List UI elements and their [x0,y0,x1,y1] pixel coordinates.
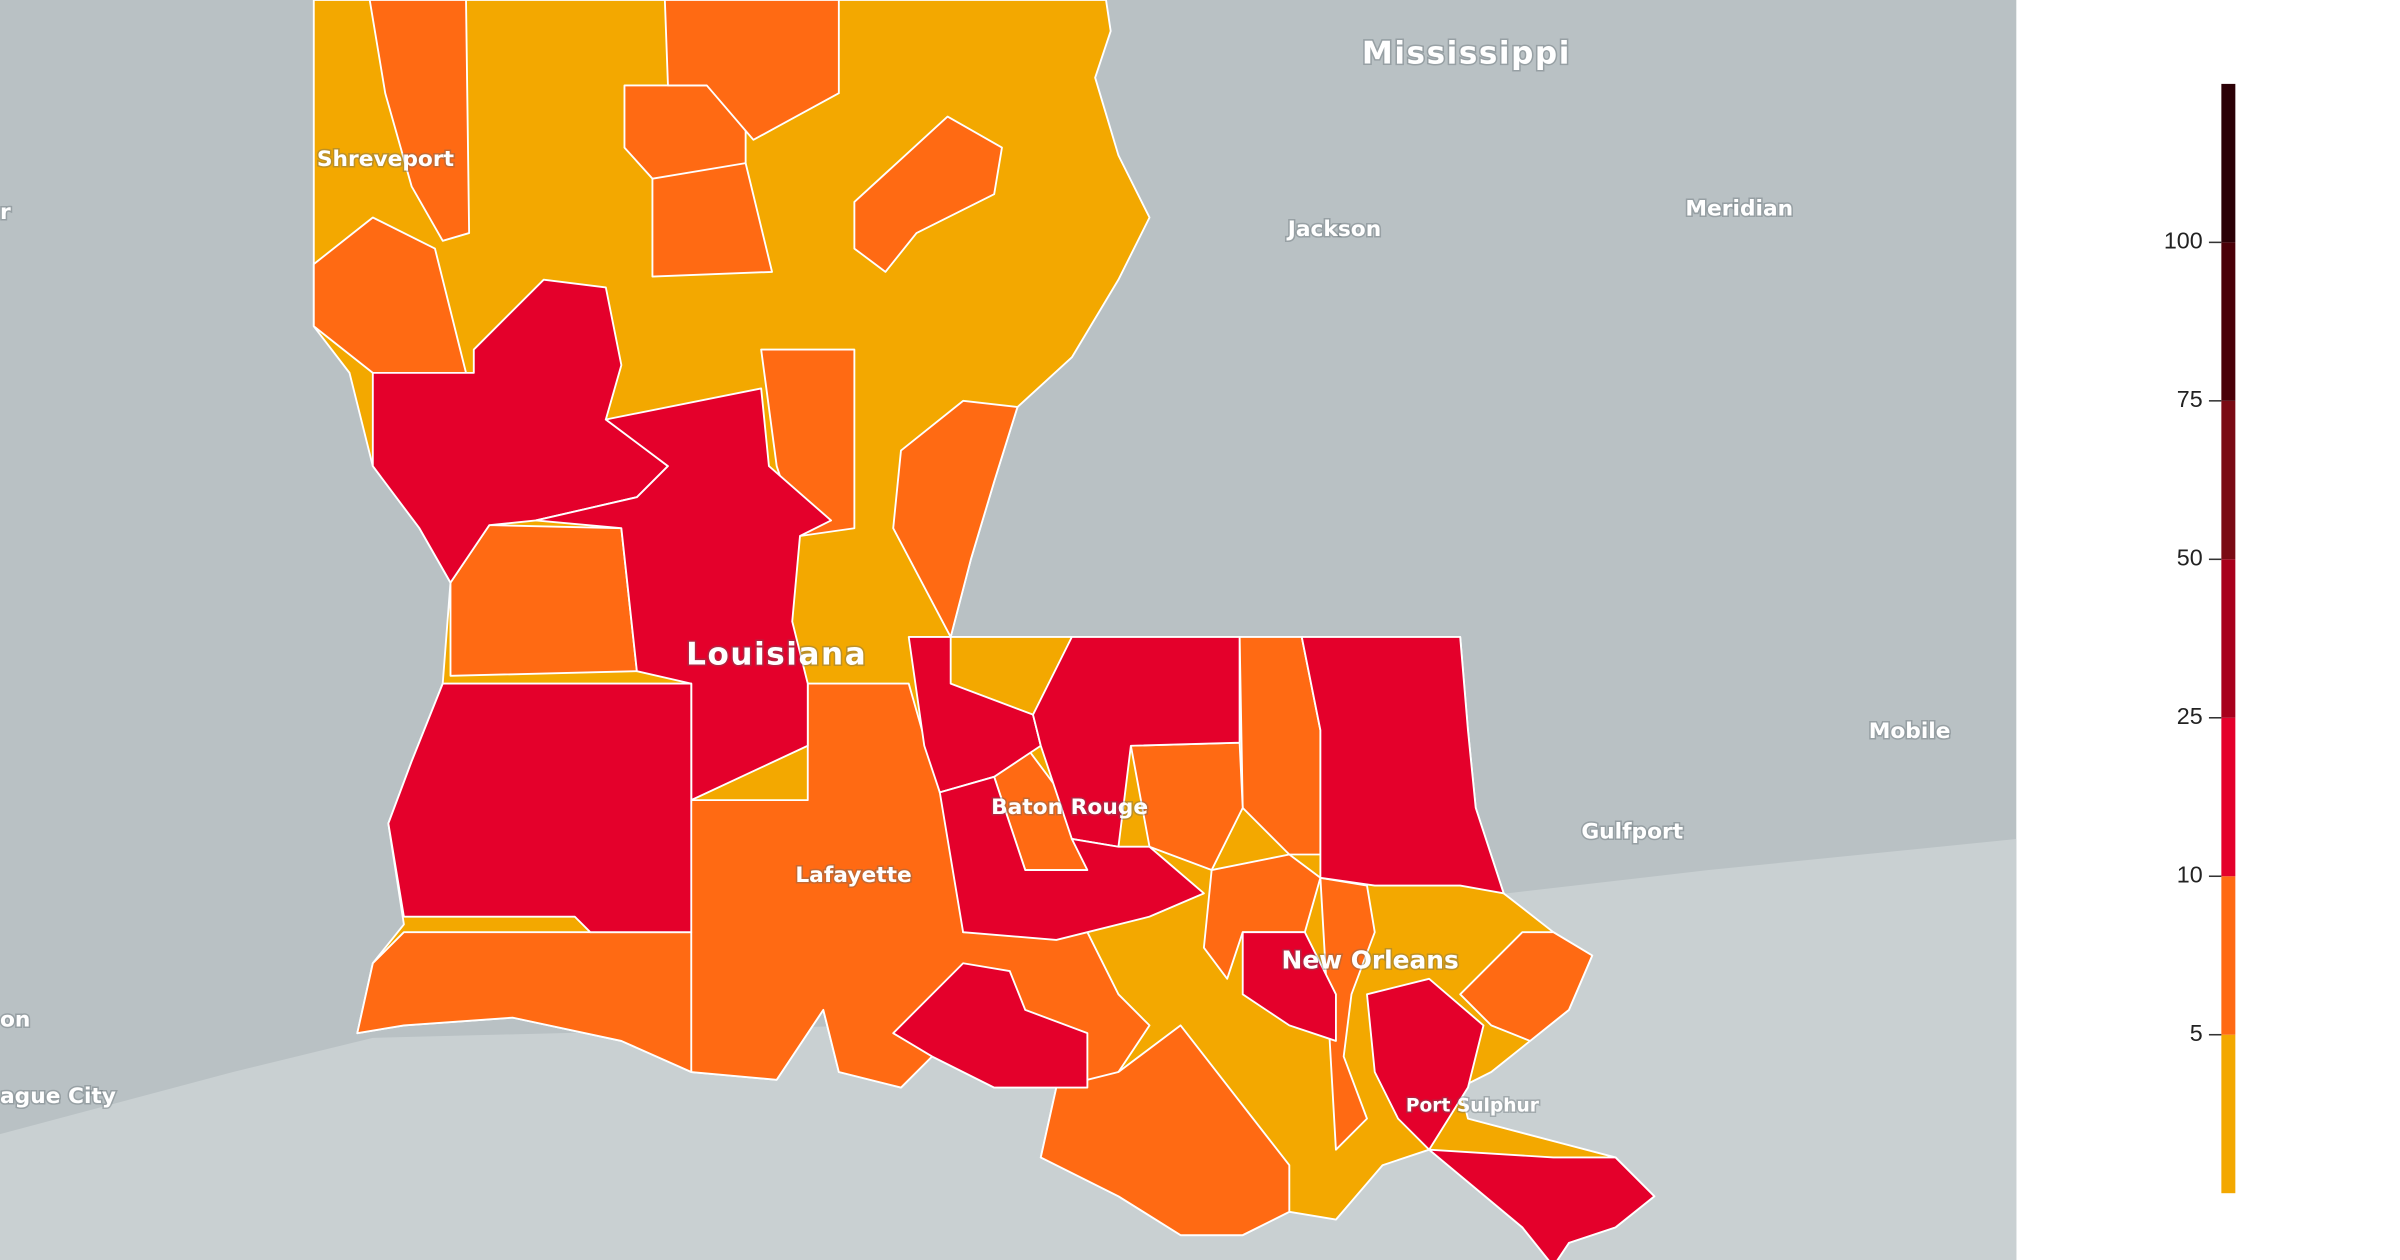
legend-swatch [2221,717,2236,877]
state-label: Mississippi [1362,35,1571,71]
parish [663,0,840,141]
parish [853,115,1003,273]
parish [892,962,1089,1089]
legend-swatch [2221,83,2236,243]
parish [938,775,1205,941]
state-label: Louisiana [686,637,867,673]
legend-swatch [2221,400,2236,560]
city-label: Meridian [1685,197,1793,222]
legend-tick-label: 75 [2177,386,2203,412]
parish [534,387,832,802]
city-label: r [0,200,11,225]
place-labels: Mississippi Shreveport Jackson Meridian … [0,34,1952,1118]
parish [1241,931,1337,1042]
legend-swatch [2221,559,2236,718]
legend-swatch [2221,1034,2236,1194]
parish [1039,1024,1291,1237]
city-label: Baton Rouge [991,795,1148,820]
legend-tick-label: 10 [2177,861,2203,887]
parish [1300,636,1505,895]
legend: 5 10 25 50 75 100 [2164,83,2236,1194]
legend-swatch [2221,242,2236,401]
parish [1459,931,1594,1042]
parish [387,682,693,934]
city-label: Mobile [1869,719,1951,744]
parishes [312,0,1656,1260]
parish [1366,977,1656,1260]
legend-swatch [2221,876,2236,1035]
city-label: Shreveport [317,147,454,172]
legend-tick-label: 5 [2190,1020,2203,1046]
city-label: on [0,1008,30,1033]
legend-tick-label: 100 [2164,228,2203,254]
city-label: Jackson [1286,217,1381,242]
city-label: Gulfport [1581,820,1683,845]
city-label: Lafayette [795,863,911,888]
parish [449,524,638,677]
parish [368,0,471,242]
legend-tick-label: 50 [2177,544,2203,570]
city-label: Port Sulphur [1406,1096,1540,1117]
parish [1319,876,1376,1151]
legend-tick-label: 25 [2177,703,2203,729]
parish [892,399,1019,638]
parish [651,162,773,278]
parish [356,931,693,1073]
city-label: New Orleans [1282,946,1459,975]
city-label: ague City [0,1084,116,1109]
